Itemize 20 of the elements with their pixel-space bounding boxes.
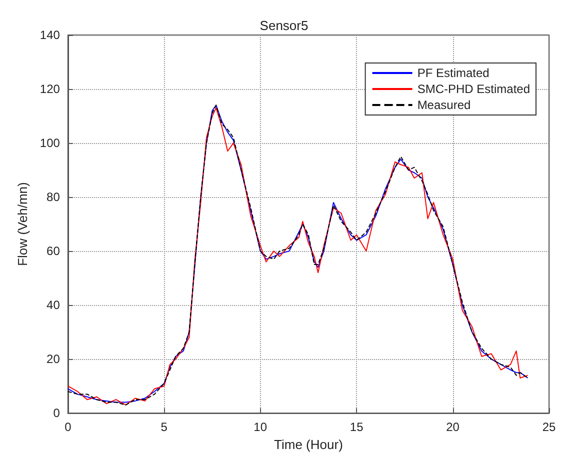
y-tick-label: 0	[53, 406, 60, 420]
y-axis-title: Flow (Veh/mn)	[15, 182, 30, 266]
legend-label: SMC-PHD Estimated	[417, 82, 530, 96]
x-tick-label: 0	[64, 420, 72, 434]
y-tick-label: 120	[40, 82, 60, 96]
x-tick-label: 15	[350, 420, 364, 434]
y-tick-label: 140	[40, 28, 60, 42]
x-tick-label: 5	[160, 420, 168, 434]
legend-label: PF Estimated	[417, 66, 490, 80]
legend-label: Measured	[417, 98, 471, 112]
y-tick-label: 100	[40, 136, 60, 150]
x-tick-label: 25	[542, 420, 556, 434]
chart-title: Sensor5	[260, 18, 308, 33]
x-tick-label: 20	[446, 420, 460, 434]
y-tick-label: 80	[46, 190, 60, 204]
x-tick-label: 10	[254, 420, 268, 434]
y-tick-label: 40	[46, 298, 60, 312]
y-tick-label: 60	[46, 244, 60, 258]
x-axis-title: Time (Hour)	[274, 437, 343, 452]
y-tick-label: 20	[46, 352, 60, 366]
